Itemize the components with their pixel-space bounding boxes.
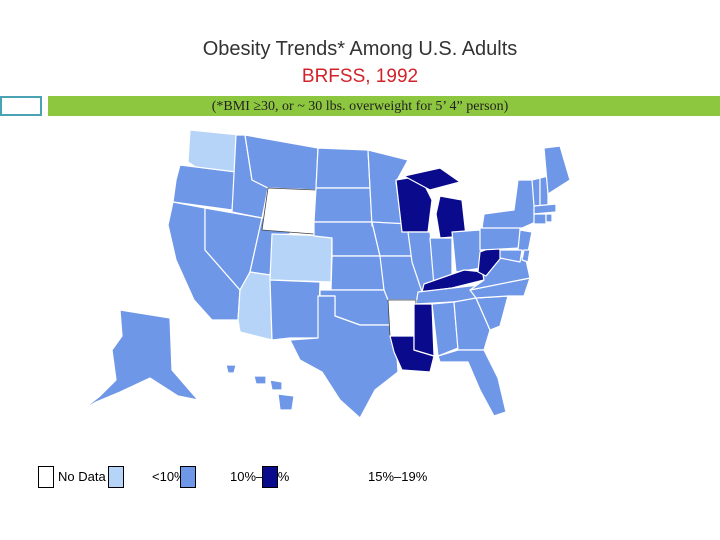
state-ar: [387, 299, 417, 337]
state-de: [521, 249, 531, 263]
page-title: Obesity Trends* Among U.S. Adults: [202, 38, 518, 60]
state-md: [499, 249, 523, 263]
state-or: [172, 164, 237, 211]
state-oh: [451, 229, 483, 273]
state-ak: [81, 309, 199, 411]
state-mi-up: [403, 167, 461, 191]
state-vt: [531, 177, 541, 207]
state-fl: [437, 349, 507, 417]
state-nd: [315, 147, 371, 189]
state-sd: [313, 187, 373, 223]
state-tx: [289, 295, 399, 419]
accent-bar: [48, 96, 720, 116]
state-wy: [261, 187, 317, 235]
accent-box: [0, 96, 42, 116]
state-hi: [225, 364, 237, 374]
state-ks: [330, 255, 385, 291]
state-hi-2: [253, 375, 267, 385]
page-subtitle: BRFSS, 1992: [301, 66, 419, 87]
state-wa: [187, 129, 241, 173]
state-ny: [481, 179, 541, 229]
state-ga: [453, 297, 491, 351]
state-hi-3: [269, 379, 283, 391]
state-ms: [413, 303, 435, 357]
state-nm: [269, 279, 321, 341]
state-me: [543, 145, 571, 195]
bmi-note: (*BMI ≥30, or ~ 30 lbs. overweight for 5…: [211, 99, 509, 114]
state-co: [269, 233, 333, 283]
state-pa: [479, 225, 521, 251]
state-ma: [533, 203, 557, 215]
state-mt: [244, 134, 319, 191]
state-ri: [545, 213, 553, 223]
state-ct: [533, 213, 547, 225]
state-nj: [517, 229, 533, 253]
state-hi-4: [277, 393, 295, 411]
